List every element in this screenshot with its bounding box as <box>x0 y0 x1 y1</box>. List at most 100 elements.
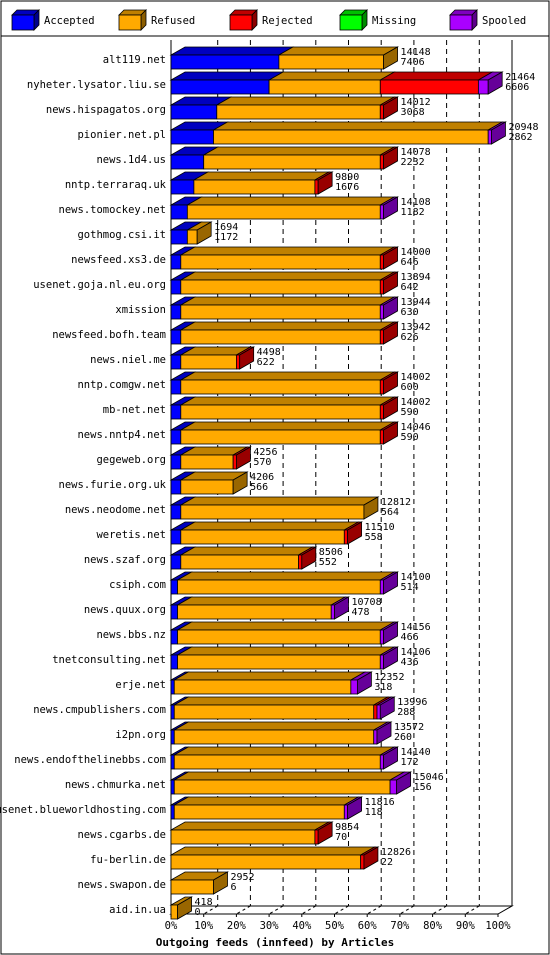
bar-row <box>169 171 334 195</box>
bar-seg-accepted <box>170 404 182 420</box>
bar-row <box>169 821 334 845</box>
bar-seg-top-refused <box>179 246 396 256</box>
bar-end-face <box>396 771 412 795</box>
bar-row <box>169 71 504 95</box>
row-label: news.cmpublishers.com <box>33 704 166 716</box>
legend-swatch <box>339 14 363 31</box>
accepted-count: 0 <box>195 907 201 918</box>
offered-count: 10708 <box>352 597 382 608</box>
bar-seg-refused <box>180 529 345 545</box>
bar-seg-top-refused <box>176 646 396 656</box>
bar-seg-refused <box>173 704 375 720</box>
bar-seg-top-refused <box>277 46 400 56</box>
bar-row <box>169 871 230 895</box>
bar-row <box>169 896 194 920</box>
bar-seg-spooled <box>379 754 384 770</box>
gridline-floor <box>399 905 415 915</box>
accepted-count: 288 <box>397 707 415 718</box>
bar-row <box>169 696 396 720</box>
bar-end-face <box>383 421 398 445</box>
accepted-count: 1172 <box>214 232 238 243</box>
offered-count: 4498 <box>257 347 281 358</box>
bar-seg-accepted <box>170 754 175 770</box>
bar-seg-spooled <box>350 679 358 695</box>
bar-end-face <box>383 321 398 345</box>
x-tick-label: 10% <box>194 920 214 932</box>
bar-end-face <box>334 596 349 620</box>
gridline-floor <box>301 905 317 915</box>
bar-seg-spooled <box>343 804 348 820</box>
row-label: usenet.blueworldhosting.com <box>0 804 166 816</box>
row-label: news.cgarbs.de <box>77 829 166 841</box>
bar-seg-spooled <box>379 629 384 645</box>
legend-swatch <box>449 14 473 31</box>
bar-end-face <box>177 896 192 920</box>
bar-row <box>169 396 400 420</box>
offered-count: 14078 <box>401 147 431 158</box>
bar-row <box>169 471 249 495</box>
accepted-count: 156 <box>414 782 432 793</box>
row-label: gothmog.csi.it <box>77 229 166 241</box>
bar-seg-top-refused <box>169 846 377 856</box>
offered-count: 14108 <box>401 197 431 208</box>
x-tick-label: 30% <box>260 920 280 932</box>
offered-count: 418 <box>195 897 213 908</box>
offered-count: 13894 <box>401 272 431 283</box>
bar-seg-refused <box>173 804 345 820</box>
bar-seg-refused <box>268 79 381 95</box>
offered-count: 4206 <box>250 472 274 483</box>
bar-end-face <box>383 146 398 170</box>
legend-label: Accepted <box>44 15 95 27</box>
bar-seg-top-refused <box>179 546 315 556</box>
bar-end-face <box>383 646 398 670</box>
gridline-floor <box>465 905 480 915</box>
row-label: newsfeed.bofh.team <box>52 329 166 341</box>
bar-row <box>169 771 413 795</box>
bar-row <box>169 546 318 570</box>
bar-seg-refused <box>180 404 381 420</box>
accepted-count: 7406 <box>401 57 425 68</box>
offered-count: 12812 <box>381 497 411 508</box>
bar-seg-spooled <box>379 654 384 670</box>
row-label: aid.in.ua <box>109 904 166 916</box>
bars <box>169 46 507 920</box>
bar-seg-accepted <box>170 254 182 270</box>
bar-end-face <box>363 846 379 870</box>
offered-count: 14002 <box>401 397 431 408</box>
offered-count: 12352 <box>374 672 404 683</box>
offered-count: 9854 <box>335 822 359 833</box>
offered-count: 14140 <box>401 747 431 758</box>
row-label: news.neodome.net <box>65 504 166 516</box>
bar-seg-top-refused <box>172 696 390 706</box>
bar-row <box>169 146 400 170</box>
bar-seg-top-refused <box>215 96 396 106</box>
bar-seg-spooled <box>379 579 384 595</box>
x-tick-label: 80% <box>423 920 443 932</box>
legend-item-spooled: Spooled <box>449 9 526 31</box>
x-axis: 0% 10% 20% 30% 40% 50% 60% 70% 80% 90% 100% <box>165 914 511 932</box>
row-label: nntp.comgw.net <box>77 379 166 391</box>
legend-item-accepted: Accepted <box>11 9 95 31</box>
accepted-count: 70 <box>335 832 347 843</box>
accepted-count: 436 <box>401 657 419 668</box>
accepted-count: 558 <box>365 532 383 543</box>
bar-seg-accepted <box>170 229 188 245</box>
accepted-count: 478 <box>352 607 370 618</box>
bar-end-face <box>363 496 379 520</box>
bar-seg-refused <box>173 779 391 795</box>
legend-label: Refused <box>151 15 195 27</box>
bar-seg-accepted <box>170 154 205 170</box>
bar-end-face <box>383 246 398 270</box>
bar-seg-refused <box>180 329 381 345</box>
bar-row <box>169 221 213 245</box>
accepted-count: 2862 <box>508 132 532 143</box>
bar-seg-refused <box>180 379 381 395</box>
bar-seg-accepted <box>170 329 182 345</box>
bar-seg-rejected <box>373 704 378 720</box>
bar-row <box>169 796 364 820</box>
bar-seg-refused <box>170 904 178 920</box>
bar-seg-refused <box>193 179 316 195</box>
accepted-count: 118 <box>365 807 383 818</box>
bar-end-face <box>383 746 398 770</box>
bar-seg-rejected <box>314 829 319 845</box>
